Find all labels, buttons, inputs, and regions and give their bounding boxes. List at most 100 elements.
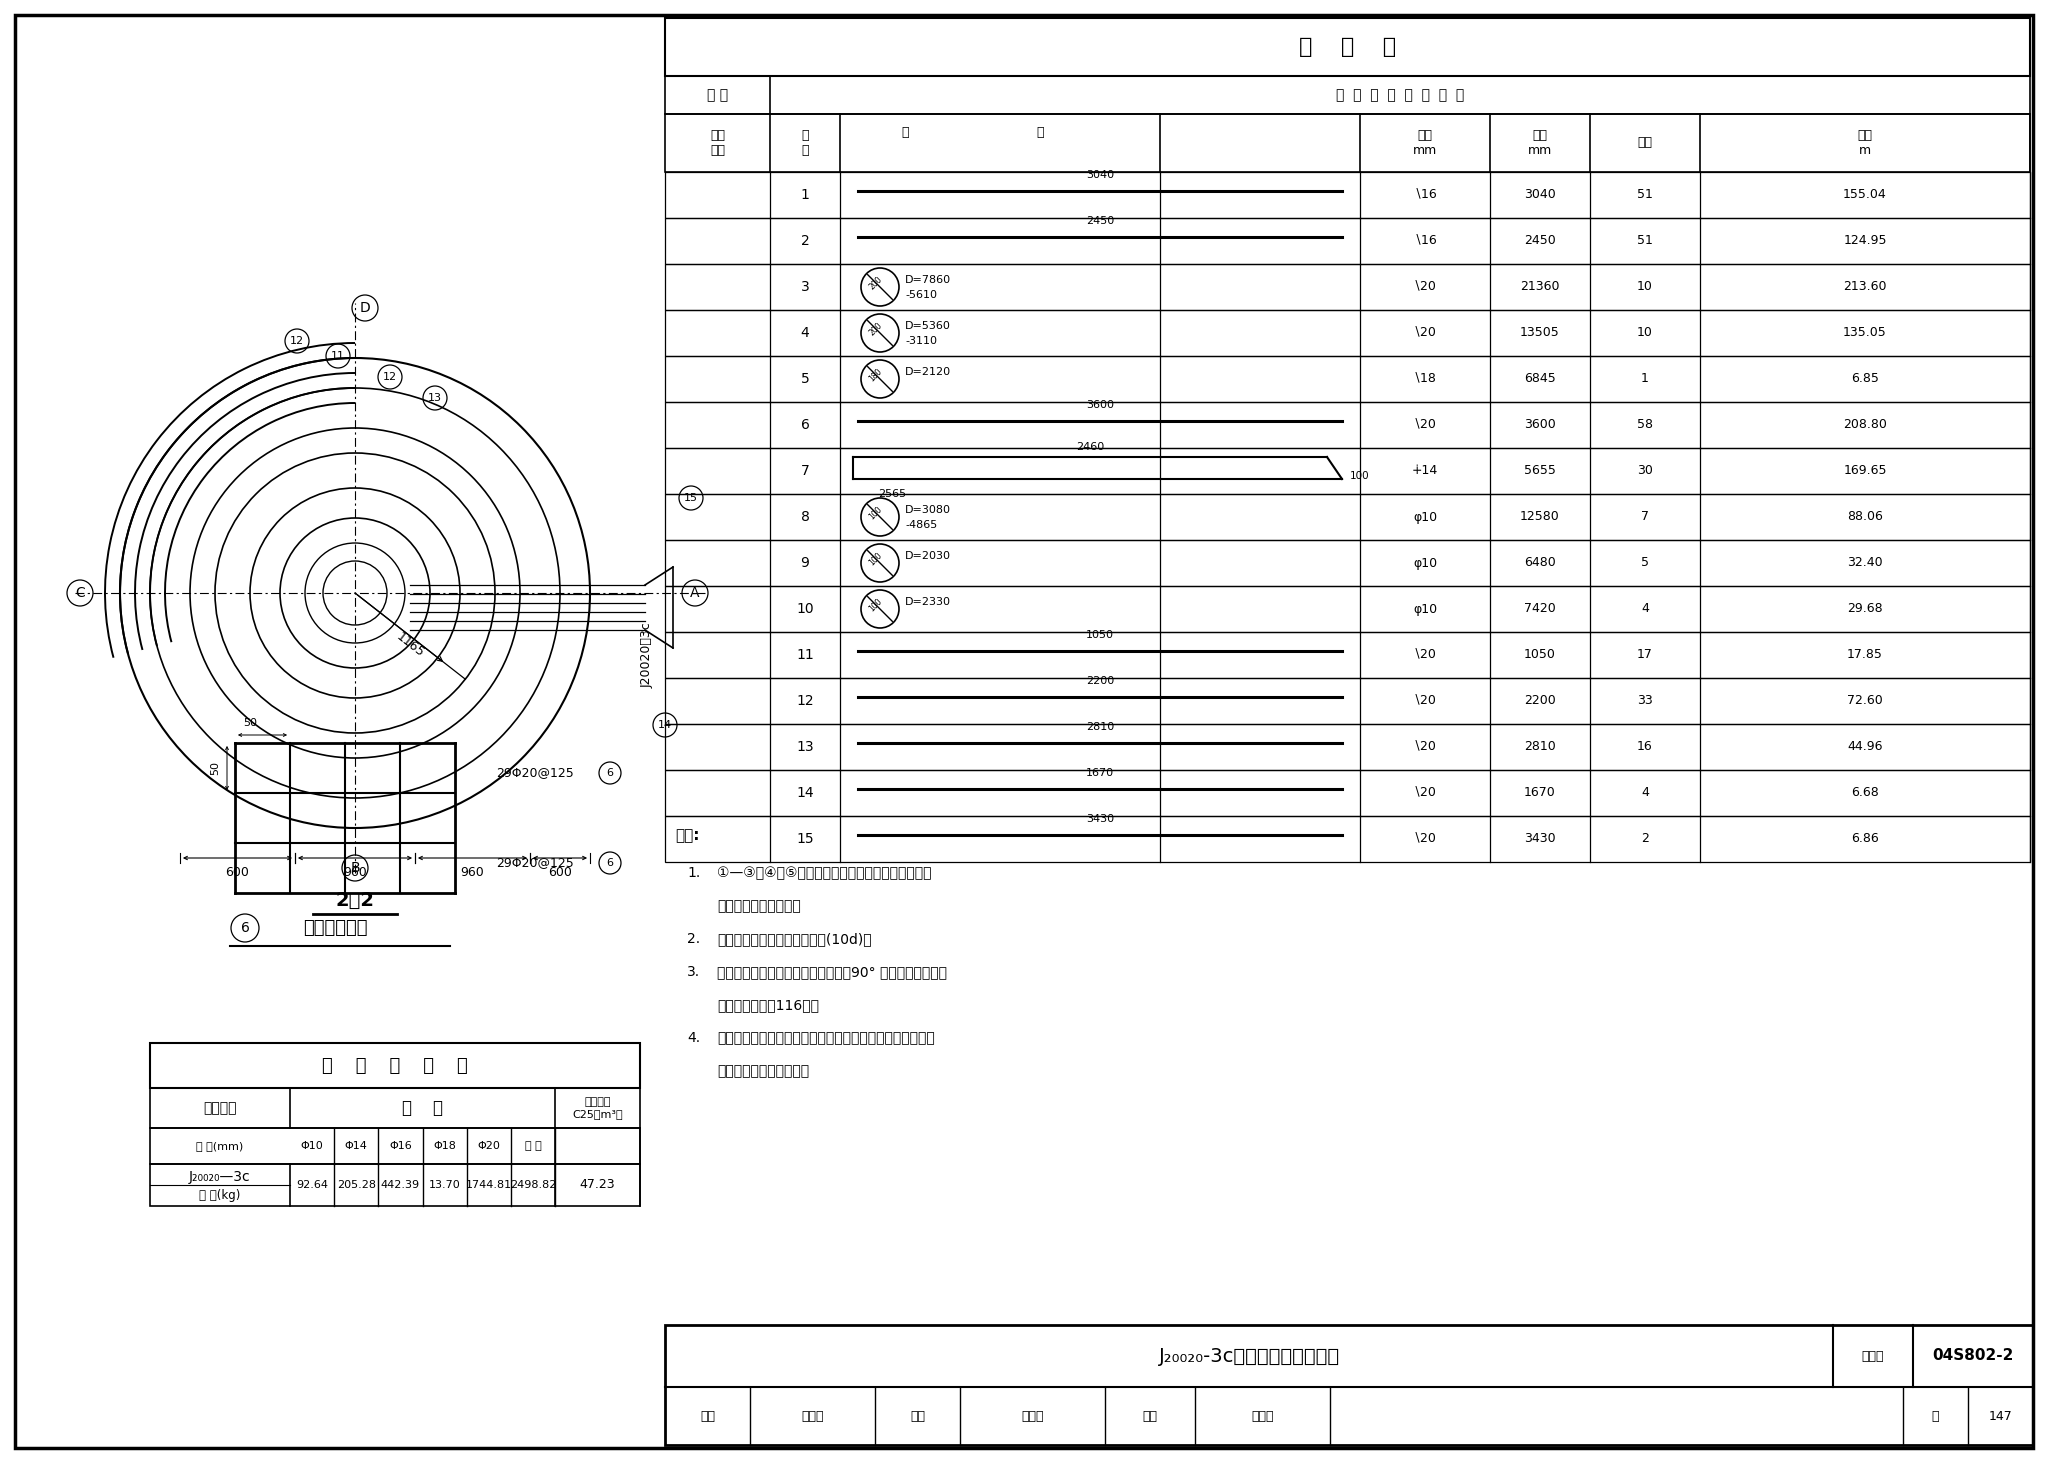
Text: 7: 7 <box>801 464 809 478</box>
Text: 14: 14 <box>657 720 672 730</box>
Text: 王文涛: 王文涛 <box>1251 1409 1274 1422</box>
Text: 12: 12 <box>797 693 813 708</box>
Text: 600: 600 <box>549 866 571 878</box>
Text: 设计: 设计 <box>1143 1409 1157 1422</box>
Text: 147: 147 <box>1989 1409 2013 1422</box>
Text: 72.60: 72.60 <box>1847 695 1882 708</box>
Text: 构件名称: 构件名称 <box>203 1102 238 1115</box>
Text: 1670: 1670 <box>1524 787 1556 799</box>
Text: 2810: 2810 <box>1524 740 1556 753</box>
Text: 2810: 2810 <box>1085 723 1114 732</box>
Text: 2450: 2450 <box>1524 234 1556 247</box>
Text: 58: 58 <box>1636 418 1653 432</box>
Text: 29Φ20@125: 29Φ20@125 <box>496 767 573 780</box>
Text: ∖20: ∖20 <box>1413 281 1438 294</box>
Text: 1744.81: 1744.81 <box>465 1181 512 1189</box>
Text: 根数: 根数 <box>1638 136 1653 149</box>
Text: φ10: φ10 <box>1413 511 1438 524</box>
Text: 说明:: 说明: <box>676 828 700 843</box>
Text: 50: 50 <box>211 761 219 775</box>
Text: 3430: 3430 <box>1085 813 1114 824</box>
Text: 180: 180 <box>868 367 885 383</box>
Text: D: D <box>360 301 371 315</box>
Text: 钢    筋: 钢 筋 <box>401 1099 442 1116</box>
Text: 2.: 2. <box>686 932 700 947</box>
Text: 200: 200 <box>868 275 885 291</box>
Text: 21360: 21360 <box>1520 281 1561 294</box>
Text: 29.68: 29.68 <box>1847 603 1882 616</box>
Text: 2565: 2565 <box>879 489 905 499</box>
Text: 50: 50 <box>244 718 256 729</box>
Bar <box>666 218 2030 263</box>
Bar <box>666 540 2030 587</box>
Text: Φ14: Φ14 <box>344 1141 369 1151</box>
Text: 100: 100 <box>868 505 885 521</box>
Text: 30: 30 <box>1636 464 1653 477</box>
Text: 92.64: 92.64 <box>297 1181 328 1189</box>
Text: φ10: φ10 <box>1413 556 1438 569</box>
Text: 13505: 13505 <box>1520 326 1561 339</box>
Text: 6: 6 <box>240 922 250 935</box>
Bar <box>666 677 2030 724</box>
Text: 基坑开挖后，应请原勘察单位进行验槽，确认符合设计要求: 基坑开挖后，应请原勘察单位进行验槽，确认符合设计要求 <box>717 1031 934 1045</box>
Text: J₂₀₀₂₀-3c模板、配筋图（二）: J₂₀₀₂₀-3c模板、配筋图（二） <box>1159 1346 1339 1365</box>
Text: 51: 51 <box>1636 234 1653 247</box>
Bar <box>666 494 2030 540</box>
Text: J₂₀₀₂₀—3c: J₂₀₀₂₀—3c <box>188 1170 250 1184</box>
Text: C: C <box>76 587 84 600</box>
Text: 页: 页 <box>1931 1409 1939 1422</box>
Text: 钢    筋    表: 钢 筋 表 <box>1298 37 1397 57</box>
Text: 12: 12 <box>291 336 303 347</box>
Bar <box>666 724 2030 770</box>
Text: 100: 100 <box>868 597 885 613</box>
Bar <box>666 1325 2034 1445</box>
Text: 12580: 12580 <box>1520 511 1561 524</box>
Bar <box>666 263 2030 310</box>
Text: 6.86: 6.86 <box>1851 832 1878 846</box>
Text: 1165: 1165 <box>393 631 426 660</box>
Text: 10: 10 <box>797 601 813 616</box>
Text: -3110: -3110 <box>905 336 938 347</box>
Text: 2－2: 2－2 <box>336 891 375 910</box>
Text: 材    料    用    量    表: 材 料 用 量 表 <box>322 1056 467 1074</box>
Text: B: B <box>350 862 360 875</box>
Text: 直径
mm: 直径 mm <box>1413 129 1438 157</box>
Text: 32.40: 32.40 <box>1847 556 1882 569</box>
Text: 8: 8 <box>801 511 809 524</box>
Text: 4: 4 <box>1640 787 1649 799</box>
Text: 33: 33 <box>1636 695 1653 708</box>
Text: 6480: 6480 <box>1524 556 1556 569</box>
Text: 总长
m: 总长 m <box>1858 129 1872 157</box>
Bar <box>666 587 2030 632</box>
Text: ∖20: ∖20 <box>1413 832 1438 846</box>
Text: 2: 2 <box>801 234 809 249</box>
Text: 205.28: 205.28 <box>336 1181 375 1189</box>
Text: 7: 7 <box>1640 511 1649 524</box>
Text: 11: 11 <box>332 351 344 361</box>
Text: 5655: 5655 <box>1524 464 1556 477</box>
Bar <box>666 356 2030 402</box>
Text: ∖20: ∖20 <box>1413 418 1438 432</box>
Text: ∖18: ∖18 <box>1413 373 1438 385</box>
Text: 长度
mm: 长度 mm <box>1528 129 1552 157</box>
Text: 47.23: 47.23 <box>580 1179 614 1191</box>
Text: 样: 样 <box>1036 126 1044 139</box>
Text: 14: 14 <box>797 786 813 800</box>
Text: ∖20: ∖20 <box>1413 695 1438 708</box>
Text: φ10: φ10 <box>1413 603 1438 616</box>
Bar <box>666 18 2030 76</box>
Text: 号钢筋布置图: 号钢筋布置图 <box>303 919 367 936</box>
Text: 1.: 1. <box>686 866 700 881</box>
Text: 5: 5 <box>1640 556 1649 569</box>
Text: 7420: 7420 <box>1524 603 1556 616</box>
Text: 4.: 4. <box>686 1031 700 1045</box>
Text: 213.60: 213.60 <box>1843 281 1886 294</box>
Text: 顶面的长度见展开图。: 顶面的长度见展开图。 <box>717 898 801 913</box>
Text: 135.05: 135.05 <box>1843 326 1886 339</box>
Text: 208.80: 208.80 <box>1843 418 1886 432</box>
Text: 10: 10 <box>1636 281 1653 294</box>
Text: 校对: 校对 <box>909 1409 926 1422</box>
Text: 3040: 3040 <box>1085 170 1114 180</box>
Text: 直 径(mm): 直 径(mm) <box>197 1141 244 1151</box>
Text: 式: 式 <box>901 126 909 139</box>
